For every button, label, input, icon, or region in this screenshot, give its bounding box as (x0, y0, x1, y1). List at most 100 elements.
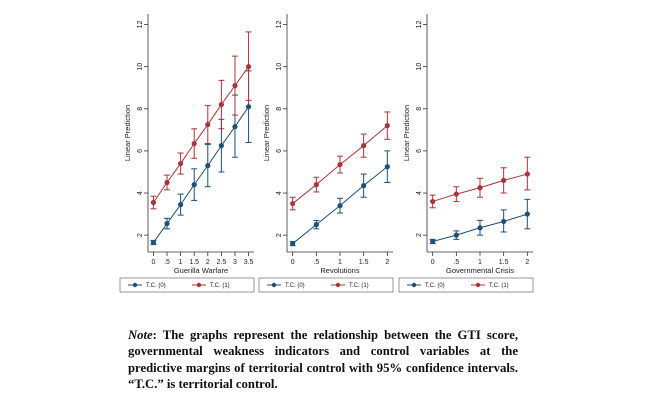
data-point (501, 177, 507, 183)
data-point (477, 225, 483, 231)
legend-label: T.C. (0) (285, 283, 305, 289)
chart-panel-guerilla-warfare: 2 4 6 8 10 12 0 .5 1 1.5 2 2.5 3 3.5 Linear Prediction… (119, 14, 255, 293)
y-tick-label: 6 (276, 149, 283, 153)
y-tick-label: 4 (137, 191, 144, 195)
data-point (191, 140, 197, 147)
y-axis-title: Linear Prediction (402, 105, 411, 161)
data-point (313, 222, 319, 228)
data-point (430, 198, 436, 205)
data-point (524, 171, 530, 177)
data-point (218, 101, 224, 108)
data-point (313, 182, 319, 188)
legend-marker (271, 282, 277, 288)
legend-label: T.C. (1) (349, 283, 369, 289)
y-tick-label: 10 (276, 63, 283, 71)
x-tick-label: 1.5 (499, 259, 509, 266)
y-tick-label: 8 (137, 107, 144, 111)
x-tick-label: .5 (164, 259, 170, 266)
x-tick-label: 2 (206, 259, 210, 266)
legend-label: T.C. (1) (210, 283, 230, 289)
data-point (191, 182, 197, 188)
y-tick-label: 2 (276, 233, 283, 237)
y-tick-label: 6 (137, 149, 144, 153)
y-tick-label: 12 (137, 21, 144, 29)
legend-marker (132, 282, 138, 288)
legend-box (119, 277, 255, 293)
y-tick-label: 8 (276, 107, 283, 111)
y-axis-title: Linear Prediction (262, 105, 271, 161)
data-point (205, 121, 211, 128)
chart-panel-revolutions: 2 4 6 8 10 12 0 .5 1 1.5 2 Linear Prediction Revolut… (258, 14, 394, 293)
series-line (153, 66, 249, 203)
x-tick-label: 2.5 (217, 259, 227, 266)
data-point (164, 179, 170, 186)
y-tick-label: 2 (137, 233, 144, 237)
legend-box (258, 277, 394, 293)
x-tick-label: .5 (313, 259, 319, 266)
data-point (477, 185, 483, 191)
data-point (205, 163, 211, 169)
legend-label: T.C. (1) (489, 283, 509, 289)
data-point (384, 164, 390, 170)
series-line (153, 106, 249, 243)
x-tick-label: 3.5 (244, 259, 254, 266)
x-tick-label: 0 (431, 259, 435, 266)
data-point (337, 161, 343, 168)
y-tick-label: 6 (416, 149, 423, 153)
data-point (361, 183, 367, 189)
y-tick-label: 4 (276, 191, 283, 195)
y-tick-label: 10 (137, 63, 144, 71)
data-point (453, 191, 459, 197)
note-text: : The graphs represent the relationship … (128, 328, 518, 392)
x-tick-label: 3 (233, 259, 237, 266)
data-point (290, 200, 296, 207)
data-point (232, 83, 238, 89)
data-point (290, 240, 296, 247)
legend-marker (475, 282, 481, 288)
legend-label: T.C. (0) (425, 283, 445, 289)
y-tick-label: 8 (416, 107, 423, 111)
legend-marker (196, 282, 202, 288)
data-point (245, 64, 252, 70)
data-point (164, 220, 170, 227)
x-tick-label: 1.5 (189, 259, 199, 266)
data-point (218, 143, 224, 149)
x-tick-label: 1.5 (359, 259, 369, 266)
x-axis-title: Governmental Crisis (446, 266, 514, 275)
x-axis-title: Revolutions (320, 266, 359, 275)
data-point (150, 199, 157, 206)
data-point (361, 143, 367, 149)
data-point (453, 232, 459, 238)
data-point (178, 202, 184, 208)
x-tick-label: 0 (291, 259, 295, 266)
y-tick-label: 12 (416, 21, 423, 29)
x-tick-label: 1 (478, 259, 482, 266)
y-axis-title: Linear Prediction (123, 105, 132, 161)
data-point (150, 239, 157, 246)
legend-marker (335, 282, 341, 288)
data-point (430, 238, 436, 245)
y-tick-label: 12 (276, 21, 283, 29)
legend-marker (411, 282, 417, 288)
x-tick-label: 1 (179, 259, 183, 266)
data-point (501, 218, 507, 225)
x-tick-label: .5 (453, 259, 459, 266)
data-point (245, 104, 252, 110)
note-lead: Note (128, 328, 153, 342)
data-point (232, 124, 238, 130)
y-tick-label: 4 (416, 191, 423, 195)
legend-box (398, 277, 534, 293)
x-tick-label: 0 (151, 259, 155, 266)
x-tick-label: 2 (385, 259, 389, 266)
x-tick-label: 2 (525, 259, 529, 266)
legend-label: T.C. (0) (146, 283, 166, 289)
y-tick-label: 2 (416, 233, 423, 237)
y-tick-label: 10 (416, 63, 423, 71)
figure-note: Note: The graphs represent the relations… (128, 327, 518, 393)
data-point (337, 203, 343, 209)
data-point (178, 160, 184, 167)
data-point (384, 123, 390, 129)
chart-panel-governmental-crisis: 2 4 6 8 10 12 0 .5 1 1.5 2 Linear Prediction Governm… (398, 14, 534, 293)
x-tick-label: 1 (338, 259, 342, 266)
